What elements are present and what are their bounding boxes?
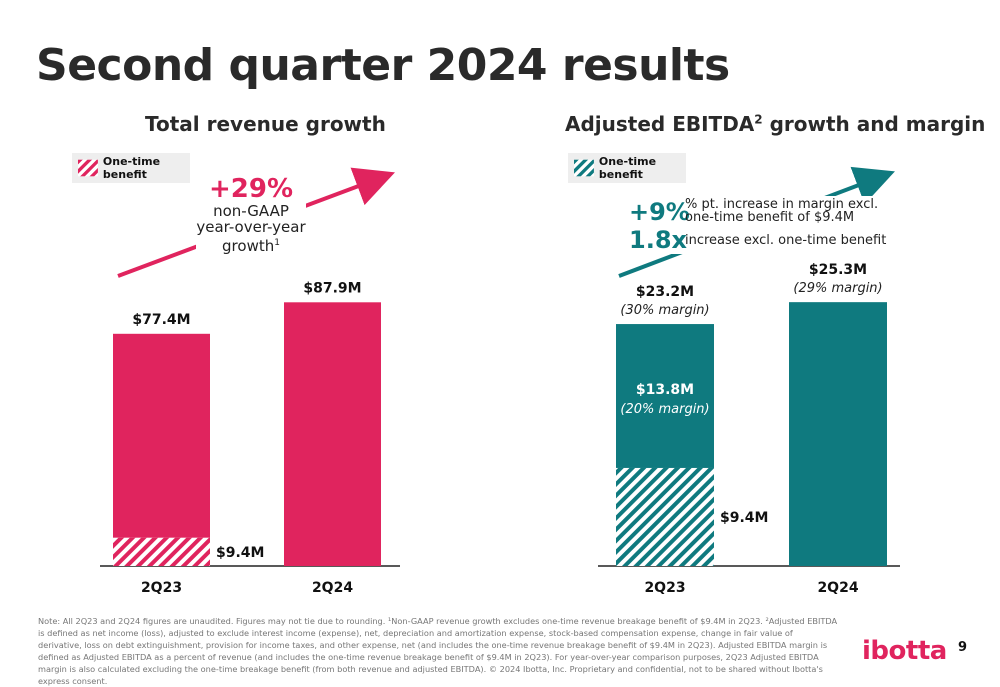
one-time-benefit-segment (113, 537, 210, 566)
growth-line-2: year-over-year (196, 218, 306, 236)
bar-2Q23 (113, 333, 210, 538)
value-label: $23.2M (636, 284, 694, 300)
legend-label: One-time benefit (598, 155, 657, 181)
margin-increase-value: +9% (629, 198, 690, 226)
bar-2Q24 (789, 302, 887, 566)
pink-hatch-swatch (78, 159, 98, 177)
ebitda-legend: One-time benefit (568, 153, 686, 183)
revenue-chart: $9.4M 2Q23 $77.4M 2Q24 $87.9M (100, 280, 400, 596)
x-tick-label: 2Q23 (141, 580, 182, 596)
bar-2Q24 (284, 302, 381, 566)
excl-margin-label: (20% margin) (620, 402, 709, 417)
revenue-legend: One-time benefit (72, 153, 190, 183)
ebitda-multiple-value: 1.8x (629, 226, 687, 254)
ebitda-multiple-text: increase excl. one-time benefit (685, 233, 887, 248)
growth-line-1: non-GAAP (213, 202, 289, 220)
ebitda-chart-title: Adjusted EBITDA2 growth and margin (565, 112, 986, 136)
revenue-chart-title: Total revenue growth (145, 112, 386, 136)
legend-label: One-time benefit (102, 155, 161, 181)
value-label: $77.4M (132, 312, 190, 328)
excl-value-label: $13.8M (636, 382, 694, 398)
ebitda-growth-callout: +9% % pt. increase in margin excl. one-t… (625, 196, 915, 254)
growth-line-3: growth1 (222, 237, 280, 255)
margin-increase-text: % pt. increase in margin excl. one-time … (685, 197, 879, 225)
teal-hatch-swatch (574, 159, 594, 177)
ibotta-logo: ibotta (862, 636, 947, 666)
ebitda-chart: $9.4M 2Q23 $23.2M (30% margin) $13.8M (20% ma… (598, 262, 900, 596)
revenue-growth-callout: +29% non-GAAP year-over-year growth1 (196, 175, 306, 254)
x-tick-label: 2Q24 (312, 580, 353, 596)
bar-2Q23 (616, 324, 714, 468)
x-tick-label: 2Q23 (644, 580, 685, 596)
page-number: 9 (958, 640, 968, 655)
value-label: $25.3M (809, 262, 867, 278)
one-time-benefit-segment (616, 467, 714, 566)
growth-percent: +29% (208, 174, 294, 204)
footnote: Note: All 2Q23 and 2Q24 figures are unau… (38, 616, 838, 686)
page-title: Second quarter 2024 results (36, 40, 730, 91)
one-time-label: $9.4M (720, 510, 768, 526)
x-tick-label: 2Q24 (817, 580, 858, 596)
margin-label: (29% margin) (793, 281, 882, 296)
one-time-label: $9.4M (216, 545, 264, 561)
margin-label: (30% margin) (620, 303, 709, 318)
value-label: $87.9M (303, 280, 361, 296)
